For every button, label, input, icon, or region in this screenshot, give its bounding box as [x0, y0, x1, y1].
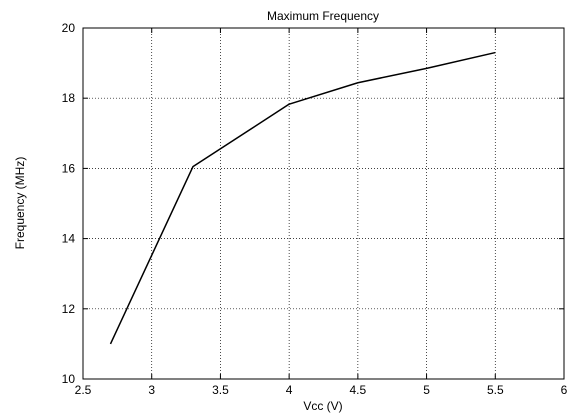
y-tick-labels: 10 12 14 16 18 20: [62, 21, 76, 386]
y-tick-label: 20: [62, 21, 76, 35]
x-tick-label: 5.5: [487, 383, 504, 397]
y-axis-label: Frequency (MHz): [13, 157, 27, 250]
x-tick-label: 2.5: [75, 383, 92, 397]
plot-area-frame: [82, 27, 565, 380]
x-tick-label: 3: [148, 383, 155, 397]
y-tick-label: 18: [62, 91, 76, 105]
x-tick-label: 6: [561, 383, 568, 397]
x-axis-label: Vcc (V): [303, 399, 342, 413]
series: [109, 51, 496, 345]
series-line: [109, 51, 496, 345]
y-tick-label: 16: [62, 161, 76, 175]
x-tick-label: 3.5: [212, 383, 229, 397]
x-tick-label: 5: [423, 383, 430, 397]
grid: [83, 28, 564, 379]
x-tick-label: 4.5: [350, 383, 367, 397]
y-tick-label: 14: [62, 232, 76, 246]
y-tick-label: 10: [62, 372, 76, 386]
chart-title: Maximum Frequency: [267, 9, 379, 23]
y-tick-label: 12: [62, 302, 76, 316]
axis-ticks: [82, 27, 565, 380]
x-tick-labels: 2.5 3 3.5 4 4.5 5 5.5 6: [75, 383, 568, 397]
x-tick-label: 4: [286, 383, 293, 397]
